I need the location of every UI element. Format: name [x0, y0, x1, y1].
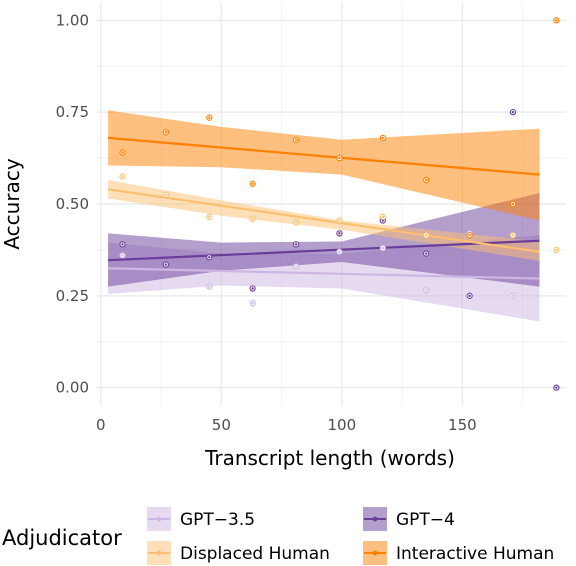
data-point-center — [511, 202, 515, 206]
data-point-center — [121, 243, 124, 246]
confidence-bands — [108, 110, 540, 322]
data-point-center — [381, 136, 385, 140]
data-point-center — [251, 217, 254, 220]
data-point-center — [338, 219, 341, 222]
data-point-center — [208, 256, 211, 259]
legend-key-point — [372, 516, 378, 522]
data-point-center — [425, 234, 428, 237]
data-point-center — [511, 234, 515, 237]
fit-line — [108, 267, 540, 280]
data-point-center — [425, 178, 428, 182]
legend-label: GPT−3.5 — [180, 510, 255, 530]
data-point-center — [294, 221, 298, 224]
legend-key-point — [372, 550, 378, 556]
y-axis-title: Accuracy — [0, 158, 24, 249]
data-points — [119, 17, 560, 391]
fit-lines — [107, 136, 540, 280]
y-tick-label: 1.00 — [56, 11, 89, 29]
fit-line — [107, 136, 540, 176]
data-point-center — [511, 110, 515, 114]
data-point-center — [164, 131, 168, 134]
data-point-center — [511, 294, 515, 298]
x-tick-label: 100 — [328, 416, 357, 434]
confidence-band — [108, 110, 540, 221]
fit-line — [108, 239, 540, 262]
x-axis-title: Transcript length (words) — [204, 446, 455, 470]
data-point-center — [164, 193, 168, 197]
legend-label: Displaced Human — [180, 544, 330, 564]
legend-key-point — [156, 550, 162, 556]
data-point-center — [468, 234, 471, 237]
data-point-center — [251, 287, 254, 290]
data-point-center — [425, 289, 428, 292]
data-point-center — [468, 294, 471, 298]
legend-label: Interactive Human — [396, 544, 554, 564]
confidence-band — [108, 193, 540, 287]
y-tick-label: 0.75 — [56, 103, 89, 121]
data-point-center — [294, 265, 298, 268]
data-point-center — [555, 19, 558, 22]
y-tick-label: 0.25 — [56, 287, 89, 305]
data-point-center — [251, 182, 254, 185]
x-tick-label: 50 — [212, 416, 231, 434]
data-point-center — [208, 116, 211, 119]
y-tick-label: 0.50 — [56, 195, 89, 213]
data-point-center — [555, 248, 558, 252]
data-point-center — [121, 175, 124, 178]
data-point-center — [208, 285, 211, 288]
x-tick-label: 150 — [448, 416, 477, 434]
data-point-center — [338, 232, 341, 235]
data-point-center — [338, 156, 341, 160]
fit-line — [107, 188, 540, 253]
data-point-center — [381, 246, 385, 250]
tick-labels: 0 50 100 150 0.00 0.25 0.50 0.75 1.00 — [56, 11, 477, 434]
data-point-center — [164, 263, 168, 266]
data-point-center — [338, 250, 341, 253]
data-point-center — [121, 151, 124, 154]
data-point-center — [381, 215, 385, 219]
data-point-center — [294, 243, 298, 246]
data-point-center — [555, 386, 558, 389]
data-point-center — [208, 215, 211, 219]
legend-title: Adjudicator — [2, 526, 122, 550]
y-tick-label: 0.00 — [56, 379, 89, 397]
data-point-center — [121, 254, 124, 257]
legend-key-point — [156, 516, 162, 522]
legend-label: GPT−4 — [396, 510, 455, 530]
x-tick-label: 0 — [96, 416, 106, 434]
legend: GPT−3.5 GPT−4 Displaced Human Interactive H… — [147, 507, 554, 565]
data-point-center — [294, 138, 298, 141]
data-point-center — [251, 301, 254, 305]
data-point-center — [425, 252, 428, 255]
